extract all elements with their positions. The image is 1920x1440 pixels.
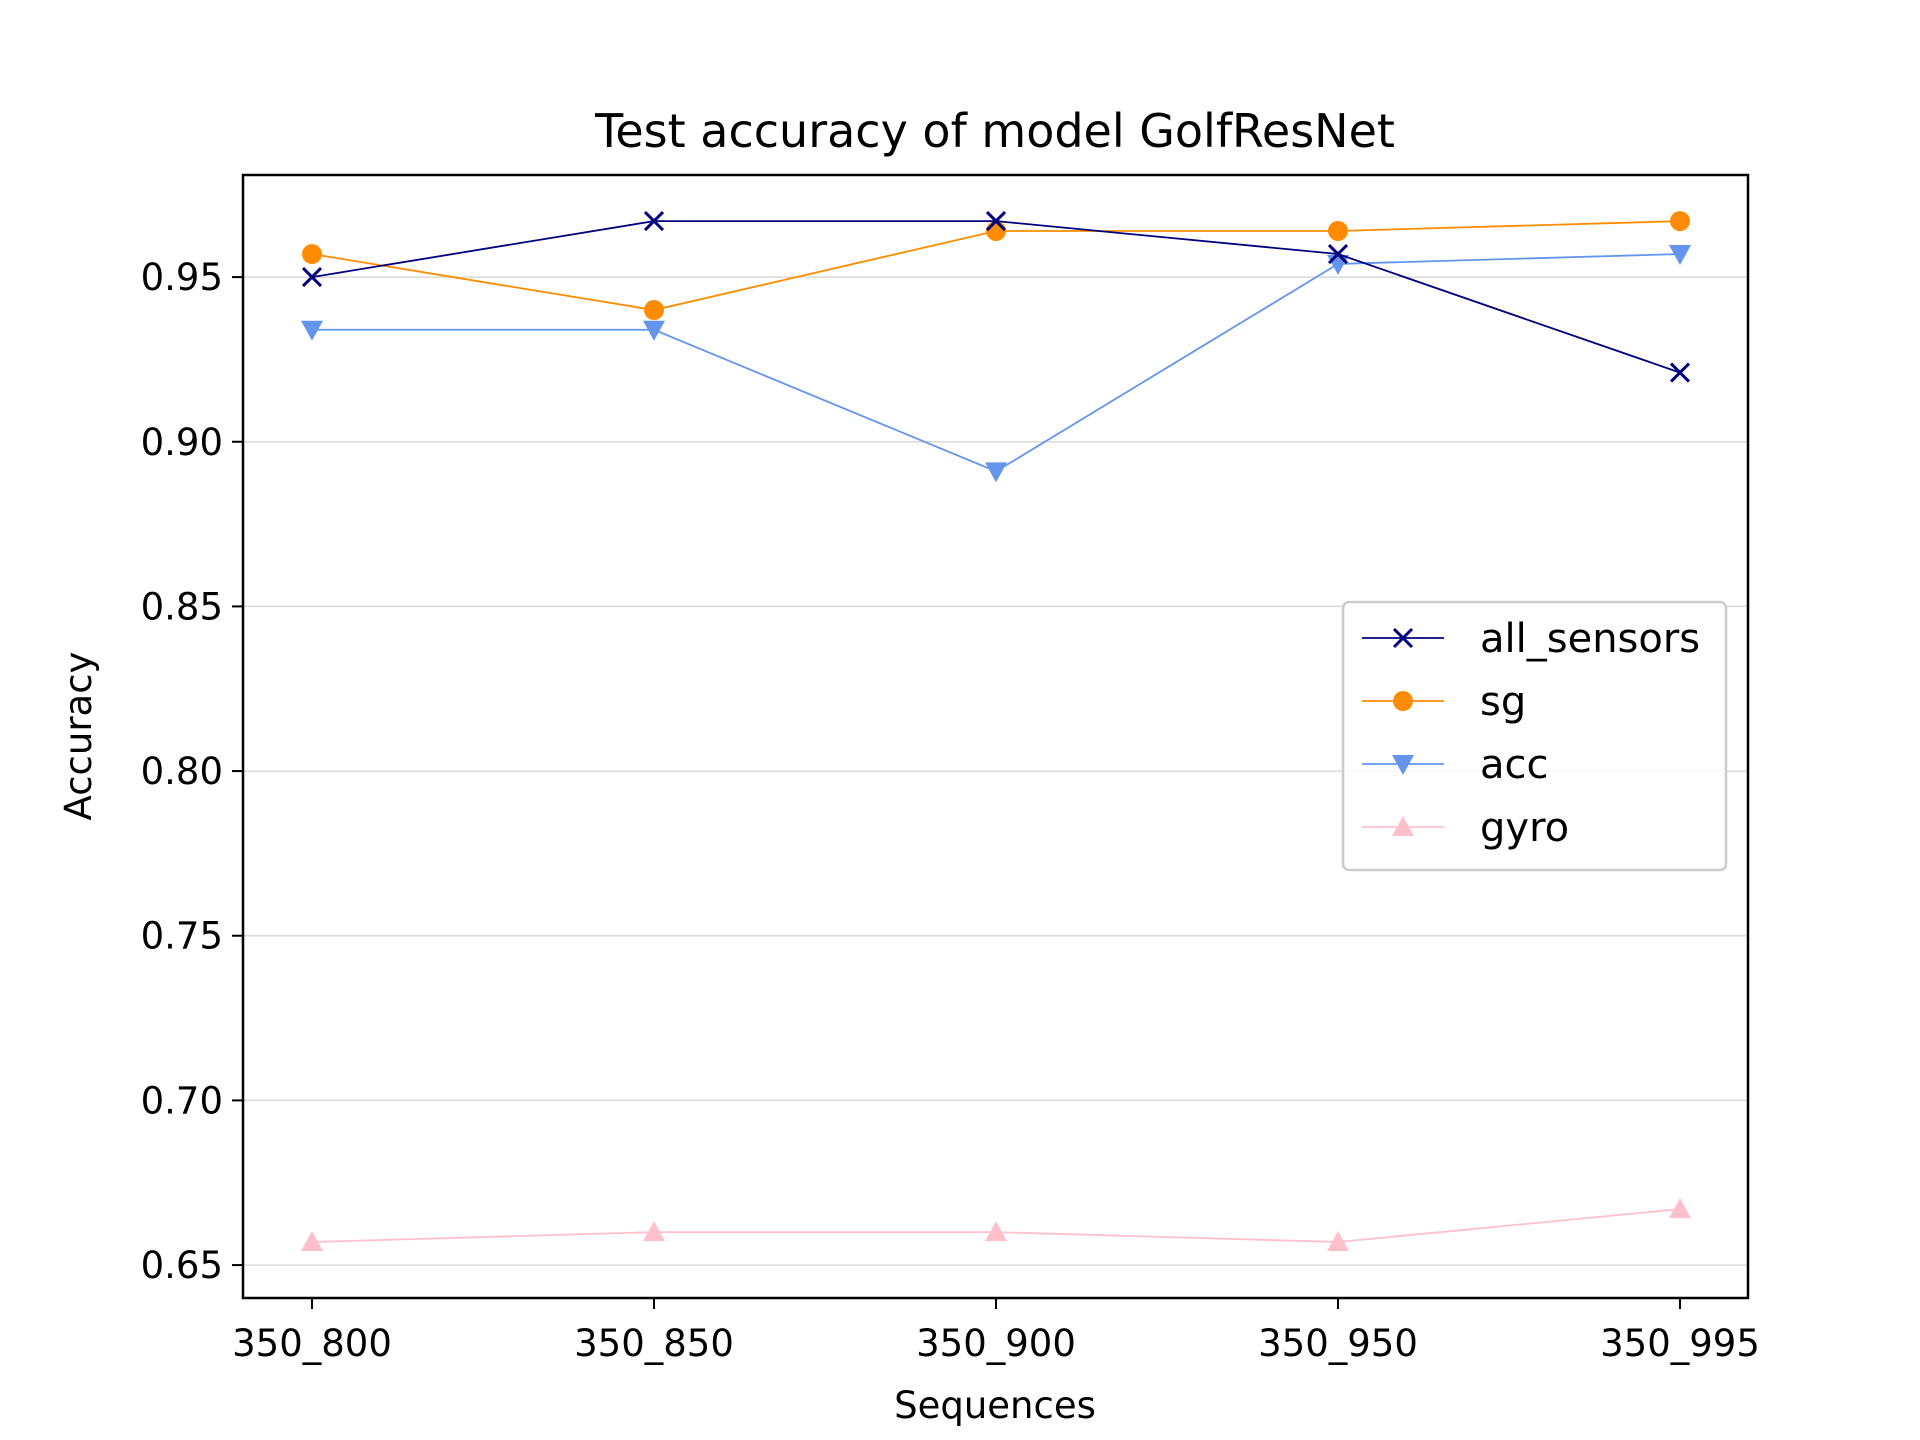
data-point (644, 300, 664, 321)
legend-item-acc: acc (1362, 742, 1549, 788)
y-tick-label: 0.95 (141, 256, 223, 299)
data-point (302, 244, 322, 265)
data-point (1327, 1231, 1349, 1252)
legend-item-gyro: gyro (1362, 805, 1569, 851)
legend-item-all_sensors: all_sensors (1362, 616, 1700, 662)
data-point (985, 1221, 1007, 1242)
legend-marker (1392, 627, 1414, 649)
data-point (985, 462, 1007, 483)
legend-item-sg: sg (1362, 679, 1526, 725)
data-point (1327, 243, 1349, 265)
x-tick-label: 350_995 (1600, 1322, 1760, 1365)
data-point (301, 1231, 323, 1252)
y-tick-label: 0.65 (141, 1244, 223, 1287)
data-point (643, 211, 665, 232)
legend-marker (1392, 816, 1414, 836)
data-point (301, 320, 323, 341)
y-tick-label: 0.75 (141, 915, 223, 958)
data-point (301, 267, 323, 288)
data-point (1328, 220, 1348, 241)
x-tick-label: 350_900 (916, 1322, 1076, 1365)
legend-frame (1341, 600, 1728, 872)
legend-label: acc (1480, 742, 1549, 788)
data-point (986, 220, 1006, 241)
y-axis-title: Accuracy (57, 652, 100, 821)
data-point (643, 1221, 665, 1242)
data-point (1669, 1198, 1691, 1219)
legend-marker (1392, 755, 1414, 775)
chart-title: Test accuracy of model GolfResNet (594, 104, 1395, 158)
data-point (985, 211, 1007, 232)
y-tick-label: 0.85 (141, 585, 223, 628)
legend-label: all_sensors (1480, 616, 1700, 662)
x-tick-label: 350_800 (232, 1322, 392, 1365)
legend-label: gyro (1480, 805, 1569, 851)
x-tick-label: 350_950 (1258, 1322, 1418, 1365)
data-point (1669, 362, 1691, 383)
data-point (1669, 245, 1691, 266)
data-point (643, 320, 665, 341)
data-point (1670, 211, 1690, 232)
y-tick-label: 0.90 (141, 421, 223, 464)
x-axis-title: Sequences (894, 1384, 1096, 1427)
axis-layer: 0.65 0.70 0.75 0.80 0.85 0.90 0.95 350_800 350_8… (141, 256, 1760, 1365)
series-acc (301, 245, 1691, 483)
series-layer (301, 211, 1691, 1252)
x-tick-label: 350_850 (574, 1322, 734, 1365)
y-tick-label: 0.70 (141, 1079, 223, 1122)
series-gyro (301, 1198, 1691, 1252)
y-tick-label: 0.80 (141, 750, 223, 793)
legend-marker (1393, 691, 1413, 711)
legend-label: sg (1480, 679, 1526, 725)
series-sg (302, 211, 1690, 321)
grid-layer (243, 276, 1748, 1266)
series-all_sensors (301, 211, 1691, 383)
